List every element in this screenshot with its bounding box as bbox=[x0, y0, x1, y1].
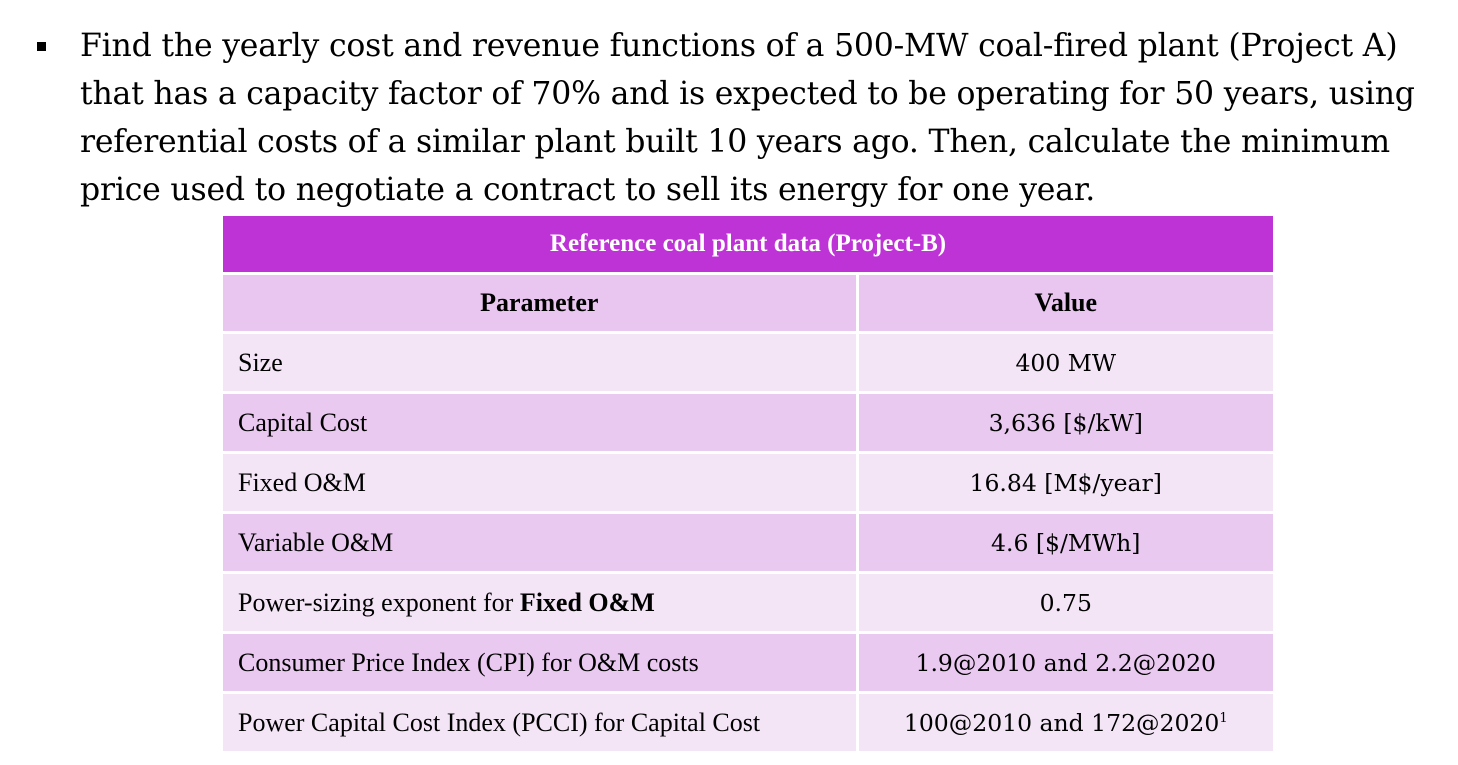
row-cpi-parameter: Consumer Price Index (CPI) for O&M costs bbox=[223, 632, 859, 694]
table-title: Reference coal plant data (Project-B) bbox=[223, 216, 1274, 275]
row-size-parameter: Size bbox=[223, 332, 859, 394]
row-pcci-parameter: Power Capital Cost Index (PCCI) for Capi… bbox=[223, 692, 859, 751]
bullet-square-icon bbox=[37, 42, 46, 51]
row-fixed-om-parameter: Fixed O&M bbox=[223, 452, 859, 514]
row-pcci-value: 100@2010 and 172@20201 bbox=[857, 692, 1274, 751]
power-sizing-label-bold: Fixed O&M bbox=[519, 587, 655, 617]
table-row: Fixed O&M 16.84 [M$/year] bbox=[223, 452, 1274, 514]
table-row: Consumer Price Index (CPI) for O&M costs… bbox=[223, 632, 1274, 694]
footnote-marker: 1 bbox=[1219, 710, 1228, 726]
header-parameter: Parameter bbox=[223, 273, 859, 334]
row-fixed-om-value: 16.84 [M$/year] bbox=[857, 452, 1274, 514]
row-capital-cost-value: 3,636 [$/kW] bbox=[857, 392, 1274, 454]
table-row: Capital Cost 3,636 [$/kW] bbox=[223, 392, 1274, 454]
row-variable-om-parameter: Variable O&M bbox=[223, 512, 859, 574]
pcci-value-text: 100@2010 and 172@2020 bbox=[903, 708, 1220, 737]
row-size-value: 400 MW bbox=[857, 332, 1274, 394]
row-power-sizing-parameter: Power-sizing exponent for Fixed O&M bbox=[223, 572, 859, 634]
reference-data-table: Reference coal plant data (Project-B) Pa… bbox=[223, 216, 1274, 751]
row-capital-cost-parameter: Capital Cost bbox=[223, 392, 859, 454]
problem-text: Find the yearly cost and revenue functio… bbox=[80, 28, 1415, 208]
row-power-sizing-value: 0.75 bbox=[857, 572, 1274, 634]
table-row: Power-sizing exponent for Fixed O&M 0.75 bbox=[223, 572, 1274, 634]
table-row: Size 400 MW bbox=[223, 332, 1274, 394]
table-row: Variable O&M 4.6 [$/MWh] bbox=[223, 512, 1274, 574]
row-cpi-value: 1.9@2010 and 2.2@2020 bbox=[857, 632, 1274, 694]
power-sizing-label: Power-sizing exponent for bbox=[238, 587, 520, 617]
header-value: Value bbox=[857, 273, 1274, 334]
table-row: Power Capital Cost Index (PCCI) for Capi… bbox=[223, 692, 1274, 751]
row-variable-om-value: 4.6 [$/MWh] bbox=[857, 512, 1274, 574]
